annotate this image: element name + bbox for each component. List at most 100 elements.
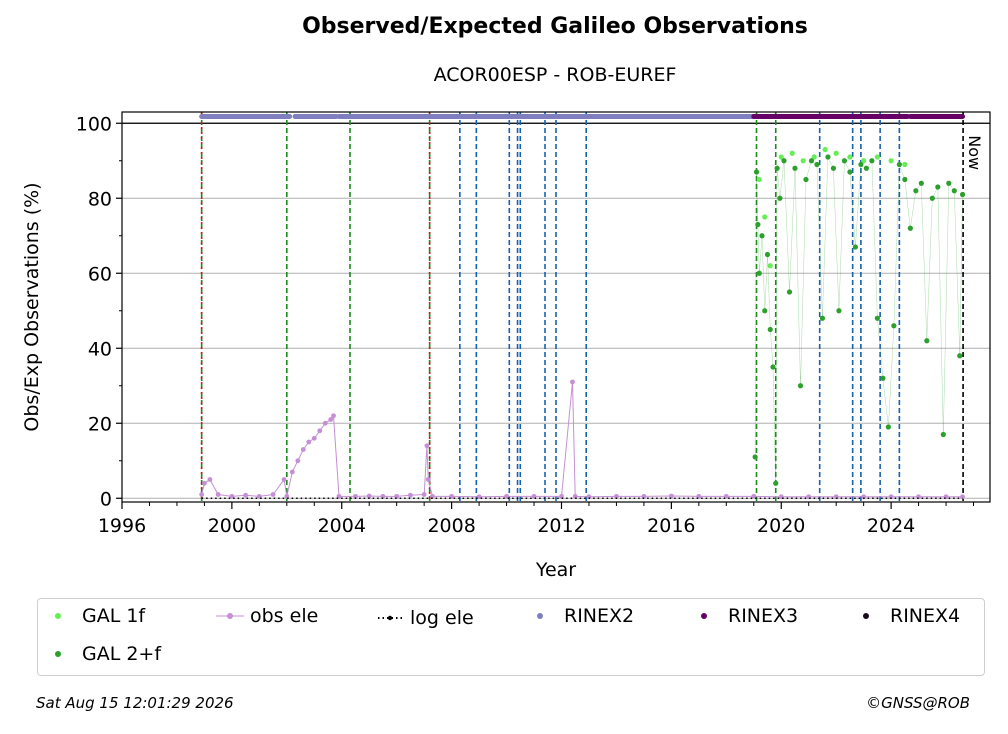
x-tick-label: 2024	[867, 515, 915, 537]
point-obs-ele	[199, 492, 205, 497]
point-obs-ele	[207, 477, 213, 482]
point-gal-1f	[902, 161, 908, 168]
now-label: Now	[965, 135, 984, 170]
point-gal-2-f	[808, 158, 815, 164]
point-obs-ele	[300, 447, 306, 452]
point-obs-ele	[559, 493, 564, 499]
legend-label-rinex4: RINEX4	[890, 605, 961, 627]
legend-marker-rinex4	[856, 606, 886, 626]
y-tick-label: 20	[88, 413, 112, 435]
point-gal-2-f	[852, 244, 859, 250]
legend-label-rinex3: RINEX3	[728, 605, 799, 627]
point-gal-2-f	[896, 161, 902, 168]
point-obs-ele	[425, 477, 431, 482]
point-gal-2-f	[773, 480, 779, 486]
x-tick-label: 2020	[757, 515, 805, 537]
point-gal-2-f	[946, 180, 952, 186]
plot-frame	[121, 111, 991, 503]
point-gal-2-f	[777, 195, 783, 201]
point-gal-2-f	[874, 315, 880, 321]
chart-title: Observed/Expected Galileo Observations	[302, 14, 808, 39]
point-obs-ele	[888, 494, 894, 500]
point-gal-1f	[762, 214, 768, 220]
point-gal-1f	[767, 263, 773, 269]
point-obs-ele	[202, 480, 207, 486]
point-obs-ele	[424, 443, 430, 449]
point-obs-ele	[668, 493, 674, 499]
point-obs-ele	[243, 492, 249, 498]
point-obs-ele	[353, 493, 358, 499]
point-gal-1f	[811, 154, 817, 160]
point-gal-2-f	[847, 169, 853, 175]
point-gal-2-f	[940, 431, 946, 438]
point-obs-ele	[960, 494, 965, 500]
point-gal-2-f	[918, 180, 924, 186]
x-tick-label: 2004	[318, 515, 366, 537]
chart-subtitle: ACOR00ESP - ROB-EUREF	[433, 64, 677, 86]
point-obs-ele	[366, 493, 372, 499]
point-obs-ele	[328, 417, 334, 422]
point-gal-2-f	[755, 221, 761, 228]
point-gal-2-f	[753, 169, 760, 175]
legend-marker-rinex2	[530, 606, 560, 626]
point-gal-2-f	[774, 165, 780, 171]
y-axis-label: Obs/Exp Observations (%)	[21, 182, 43, 431]
point-obs-ele	[311, 435, 317, 441]
point-gal-1f	[888, 158, 894, 164]
point-obs-ele	[394, 493, 400, 499]
point-gal-2-f	[770, 364, 776, 370]
y-tick-label: 80	[88, 188, 112, 210]
y-tick-label: 100	[76, 113, 112, 135]
point-gal-2-f	[762, 308, 768, 314]
point-gal-2-f	[951, 188, 957, 194]
legend-label-log-ele: log ele	[410, 607, 474, 629]
point-gal-2-f	[907, 225, 913, 231]
point-gal-1f	[789, 150, 795, 156]
point-gal-2-f	[797, 383, 804, 389]
legend-item-rinex4: RINEX4	[856, 605, 960, 627]
point-gal-2-f	[841, 158, 848, 164]
point-gal-2-f	[781, 158, 787, 164]
legend-item-rinex3: RINEX3	[694, 605, 798, 627]
point-gal-1f	[833, 150, 839, 156]
point-gal-2-f	[885, 424, 891, 430]
y-tick-label: 0	[100, 488, 112, 510]
legend-label-gal-1f: GAL 1f	[82, 605, 146, 627]
point-gal-2-f	[819, 315, 826, 321]
point-gal-2-f	[830, 165, 837, 171]
point-gal-2-f	[759, 233, 765, 239]
legend-label-obs-ele: obs ele	[250, 605, 319, 627]
point-gal-2-f	[935, 184, 941, 190]
point-gal-2-f	[767, 326, 773, 333]
point-gal-2-f	[786, 289, 793, 295]
x-tick-label: 1996	[98, 515, 146, 537]
point-obs-ele	[281, 477, 287, 482]
point-gal-2-f	[959, 191, 966, 198]
point-obs-ele	[331, 413, 336, 419]
point-gal-2-f	[756, 270, 762, 276]
point-gal-1f	[822, 146, 828, 153]
point-obs-ele	[215, 492, 221, 497]
x-tick-label: 2016	[647, 515, 695, 537]
point-gal-2-f	[752, 454, 758, 460]
point-obs-ele	[322, 420, 328, 426]
point-obs-ele	[614, 493, 619, 499]
legend-marker-rinex3	[694, 606, 724, 626]
chart-legend: GAL 1f obs ele log ele RINEX2 RINEX3 RINEX4 GA…	[37, 598, 985, 676]
point-gal-1f	[800, 158, 806, 164]
point-gal-2-f	[836, 308, 842, 314]
legend-marker-gal-1f	[48, 606, 78, 626]
point-gal-1f	[847, 154, 853, 160]
legend-label-rinex2: RINEX2	[564, 605, 635, 627]
chart-svg: Now 0 20 40 60 80 100 1996 2000 2004 2008 2012 2016 2…	[21, 111, 991, 581]
point-gal-2-f	[902, 176, 908, 183]
point-gal-2-f	[880, 375, 886, 381]
point-gal-1f	[861, 158, 867, 164]
legend-item-obs-ele: obs ele	[216, 605, 318, 627]
point-gal-2-f	[869, 158, 875, 164]
point-gal-1f	[874, 154, 880, 160]
footer-credit: ©GNSS@ROB	[866, 694, 970, 712]
point-obs-ele	[229, 493, 235, 499]
point-obs-ele	[408, 492, 413, 498]
legend-item-rinex2: RINEX2	[530, 605, 634, 627]
